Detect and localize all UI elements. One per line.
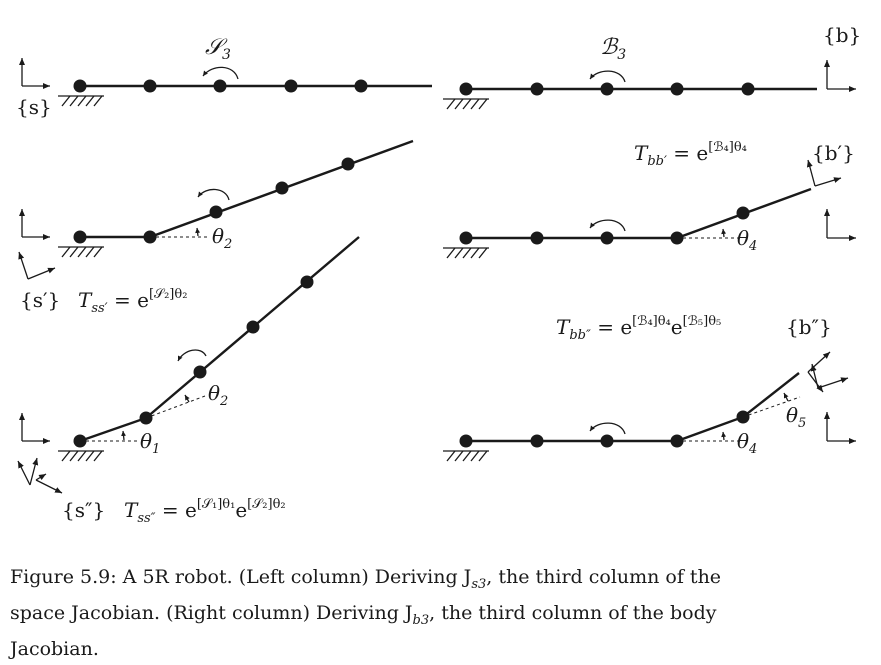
joint-5	[736, 206, 750, 220]
arm-links	[79, 236, 360, 443]
frame-b-double-label: {b″}	[786, 315, 832, 339]
joint-1	[459, 231, 473, 245]
frame-s-prime-axes	[18, 251, 56, 280]
arm-links	[466, 187, 812, 240]
theta-2-label: θ2	[212, 224, 232, 252]
five-r-robot-diagram: {s} 𝒮3	[16, 23, 861, 526]
screw-B3-label: ℬ3	[600, 35, 626, 63]
rotation-arrow-icon	[589, 219, 626, 232]
frame-b-double-axes	[807, 351, 849, 393]
joint-5	[341, 157, 355, 171]
theta-5-label: θ5	[786, 403, 806, 431]
joint-4	[284, 79, 298, 93]
rotation-arrow-icon	[197, 188, 230, 201]
joint-4	[670, 231, 684, 245]
angle-arrow-icon	[721, 228, 727, 238]
T-ss-double-equation: Tss″ = e[𝒮₁]θ₁e[𝒮₂]θ₂	[124, 497, 286, 526]
frame-s-double-label: {s″}	[62, 498, 105, 522]
joint-2	[530, 434, 544, 448]
joint-3	[600, 231, 614, 245]
theta-4-label: θ4	[737, 226, 757, 254]
joint-5	[741, 82, 755, 96]
joint-4	[246, 320, 260, 334]
rotation-arrow-icon	[589, 70, 626, 83]
joint-1	[459, 434, 473, 448]
frame-s-prime-label: {s′}	[20, 288, 60, 312]
ground-hatch	[443, 98, 489, 110]
joint-3	[193, 365, 207, 379]
frame-s-axes	[19, 58, 50, 89]
joint-5	[354, 79, 368, 93]
joint-3	[600, 434, 614, 448]
frame-s-double-axes	[17, 457, 63, 494]
arm-links	[466, 372, 800, 443]
angle-arrow-icon-2	[783, 392, 789, 402]
panel-right-theta4-theta5: Tbb″ = e[ℬ₄]θ₄e[ℬ₅]θ₅ {b″} θ4 θ5	[443, 314, 856, 462]
theta-4-label: θ4	[737, 429, 757, 457]
frame-b-axes	[824, 60, 856, 92]
frame-b-axes	[824, 412, 856, 444]
joint-1	[73, 230, 87, 244]
rotation-arrow-icon	[202, 66, 239, 80]
angle-arrow-icon	[195, 227, 201, 237]
theta-2-label: θ2	[208, 381, 228, 409]
joint-5	[736, 410, 750, 424]
ground-hatch	[58, 450, 104, 462]
frame-s-axes	[19, 209, 50, 240]
joint-1	[459, 82, 473, 96]
joint-1	[73, 79, 87, 93]
rotation-arrow-icon	[589, 422, 626, 435]
frame-b-prime-label: {b′}	[812, 141, 855, 165]
caption-line-1: Figure 5.9: A 5R robot. (Left column) De…	[10, 566, 722, 592]
panel-right-home: ℬ3 {b}	[443, 23, 861, 110]
joint-4	[670, 82, 684, 96]
rotation-arrow-icon	[177, 349, 207, 362]
joint-4	[275, 181, 289, 195]
angle-arrow-icon-1	[121, 430, 127, 441]
joint-2	[530, 231, 544, 245]
ground-hatch	[443, 247, 489, 259]
joint-3	[600, 82, 614, 96]
caption-line-3: Jacobian.	[10, 637, 99, 660]
panel-left-theta2: θ2 {s′} Tss′ = e[𝒮₂]θ₂	[18, 139, 414, 316]
screw-S3-label: 𝒮3	[205, 35, 231, 63]
joint-5	[300, 275, 314, 289]
joint-2	[139, 411, 153, 425]
panel-left-theta1-theta2: θ1 θ2 {s″} Tss″ = e[𝒮₁]θ₁e[𝒮₂]θ₂	[17, 236, 360, 526]
angle-arrow-icon-1	[721, 431, 727, 441]
T-bb-double-equation: Tbb″ = e[ℬ₄]θ₄e[ℬ₅]θ₅	[556, 314, 721, 343]
frame-s-label: {s}	[16, 95, 52, 119]
joint-2	[143, 230, 157, 244]
angle-arrow-icon-2	[184, 394, 190, 403]
reference-line-2	[145, 395, 206, 419]
T-bb-prime-equation: Tbb′ = e[ℬ₄]θ₄	[634, 140, 747, 169]
joint-4	[670, 434, 684, 448]
ground-hatch	[443, 450, 489, 462]
frame-b-label: {b}	[823, 23, 861, 47]
theta-1-label: θ1	[140, 429, 160, 457]
arm-links	[80, 139, 414, 239]
figure-caption: Figure 5.9: A 5R robot. (Left column) De…	[10, 563, 870, 664]
joint-1	[73, 434, 87, 448]
frame-b-axes	[824, 209, 856, 241]
frame-s-axes	[19, 413, 50, 444]
T-ss-prime-equation: Tss′ = e[𝒮₂]θ₂	[78, 287, 187, 316]
ground-hatch	[58, 95, 104, 107]
caption-line-2: space Jacobian. (Right column) Deriving …	[10, 601, 717, 628]
reference-line-2	[742, 396, 801, 418]
joint-2	[530, 82, 544, 96]
frame-b-prime-axes	[806, 159, 842, 187]
panel-left-home: {s} 𝒮3	[16, 35, 432, 119]
ground-hatch	[58, 246, 104, 258]
joint-3	[213, 79, 227, 93]
joint-3	[209, 205, 223, 219]
panel-right-theta4: Tbb′ = e[ℬ₄]θ₄ {b′} θ4	[443, 140, 856, 259]
joint-2	[143, 79, 157, 93]
